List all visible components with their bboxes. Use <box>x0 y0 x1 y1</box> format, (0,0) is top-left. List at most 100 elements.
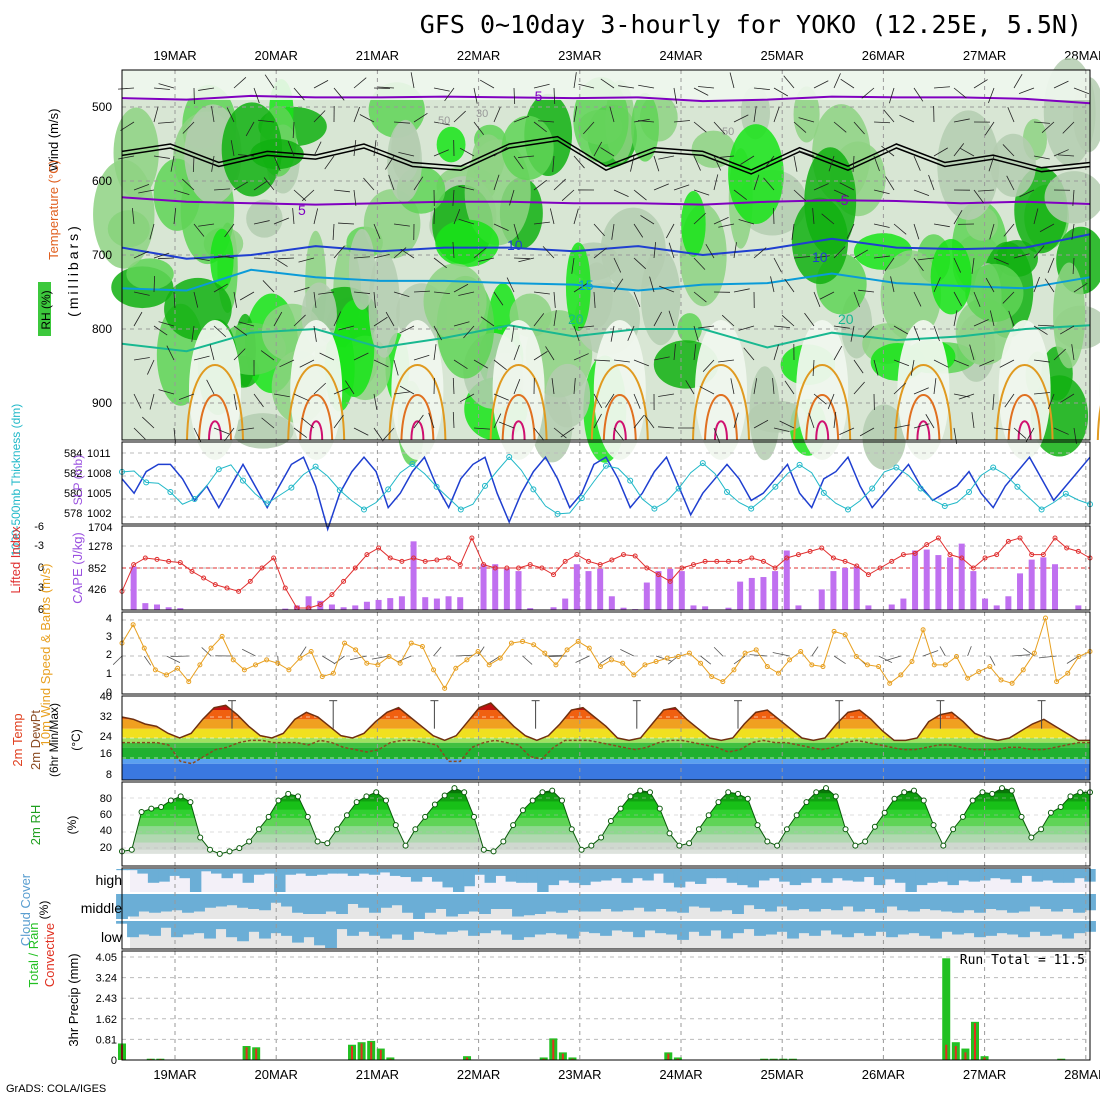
wind-barb <box>893 424 910 429</box>
thickness-marker <box>361 506 367 513</box>
wind-barb <box>653 356 670 361</box>
cloud-bar <box>501 921 513 935</box>
rh-marker <box>930 822 937 829</box>
wind-speed-marker <box>1031 650 1037 656</box>
wind-barb <box>772 378 775 395</box>
wind-barb <box>958 393 975 400</box>
warm-contour <box>1007 394 1042 441</box>
wind-barb <box>988 87 995 104</box>
warm-contour <box>590 364 649 441</box>
cloud-bar <box>468 921 480 936</box>
surface-wind-barb <box>811 646 819 657</box>
wind-barb <box>333 189 350 193</box>
cloud-bar <box>688 921 700 932</box>
wind-barb <box>713 174 719 191</box>
cloud-bar <box>1062 921 1074 939</box>
wind-barb <box>633 359 650 367</box>
cape-tick: 1704 <box>88 522 112 534</box>
wind-barb <box>213 188 230 191</box>
wind-barb <box>813 255 830 259</box>
cloud-bar <box>149 921 161 936</box>
wind-barb <box>264 74 275 89</box>
wind-barb <box>498 421 515 429</box>
cloud-bar <box>1073 869 1086 879</box>
thickness-tick: 582 <box>64 468 82 480</box>
wind-barb <box>333 311 342 327</box>
cloud-bar <box>1062 894 1074 909</box>
surface-wind-barb <box>884 655 901 662</box>
thickness-tick: 584 <box>64 448 82 460</box>
wind-barb <box>400 248 415 259</box>
wind-speed-marker <box>475 648 481 654</box>
wind-speed-marker <box>920 627 926 633</box>
wind-barb <box>452 189 455 206</box>
cape-bar <box>888 604 895 610</box>
rh-shade <box>436 126 466 163</box>
cloud-bar <box>516 869 528 883</box>
wind-barb <box>238 154 255 157</box>
cloud-bar <box>919 921 931 936</box>
warm-contour <box>388 364 447 441</box>
cloud-bar <box>556 921 568 935</box>
date-label: 21MAR <box>355 48 400 63</box>
hot-contour <box>208 420 222 441</box>
wind-barb <box>600 147 615 157</box>
cloud-bar <box>863 869 875 878</box>
wind-barb <box>178 393 195 401</box>
cloud-bar <box>292 894 304 913</box>
cape-bar <box>527 608 534 610</box>
temp-tick: 24 <box>100 731 112 743</box>
wind-barb <box>821 213 835 225</box>
cloud-bar <box>325 921 337 948</box>
cloud-bar <box>768 869 781 879</box>
wind-barb <box>133 311 143 327</box>
li-marker <box>644 565 650 571</box>
cloud-bar <box>589 894 601 912</box>
warm-contour <box>287 364 346 441</box>
rh-marker <box>881 809 888 816</box>
li-marker <box>807 548 813 554</box>
cloud-bar <box>610 869 623 879</box>
li-marker <box>574 552 580 558</box>
cloud-bar <box>1073 921 1085 934</box>
cloud-bar <box>158 869 170 882</box>
wind-barb <box>853 381 865 395</box>
wind-speed-marker <box>531 642 537 648</box>
wind-barb <box>453 359 468 369</box>
hot-contour <box>815 420 830 441</box>
wind-barb <box>1041 121 1055 133</box>
rh-marker <box>666 830 673 837</box>
minmax-axis-label: (6hr Min/Max) <box>47 703 61 777</box>
wind-barb <box>899 114 915 123</box>
wind-speed-line <box>121 617 1091 690</box>
cloud-bar <box>743 894 755 906</box>
wind-barb <box>658 426 675 429</box>
wind-barb <box>493 413 502 429</box>
wind-barb <box>593 141 603 157</box>
cape-bar <box>1040 557 1047 610</box>
surface-wind-barb <box>700 655 712 665</box>
cloud-bar <box>1000 869 1012 880</box>
wind-barb <box>373 291 376 308</box>
wind-barb <box>170 155 175 172</box>
date-label: 23MAR <box>558 48 602 63</box>
wind-speed-marker <box>431 667 437 673</box>
wind-barb <box>428 412 435 429</box>
cloud-bar <box>281 894 293 907</box>
wind-barb <box>729 72 735 89</box>
zero-isotherm <box>121 135 1091 171</box>
li-marker <box>760 558 766 564</box>
wind-barb <box>833 121 847 133</box>
wind-speed-marker <box>141 645 147 651</box>
precip-convective-bar <box>552 1039 555 1060</box>
wind-barb <box>884 257 895 272</box>
wind-barb <box>791 223 795 240</box>
slp-tick: 1008 <box>87 468 111 480</box>
cape-bar <box>678 571 685 610</box>
cloud-bar <box>1040 894 1052 909</box>
wind-barb <box>230 140 235 157</box>
li-marker <box>131 562 137 568</box>
wind-barb <box>913 223 920 240</box>
wind-speed-marker <box>419 643 425 649</box>
wind-barb <box>873 359 879 376</box>
